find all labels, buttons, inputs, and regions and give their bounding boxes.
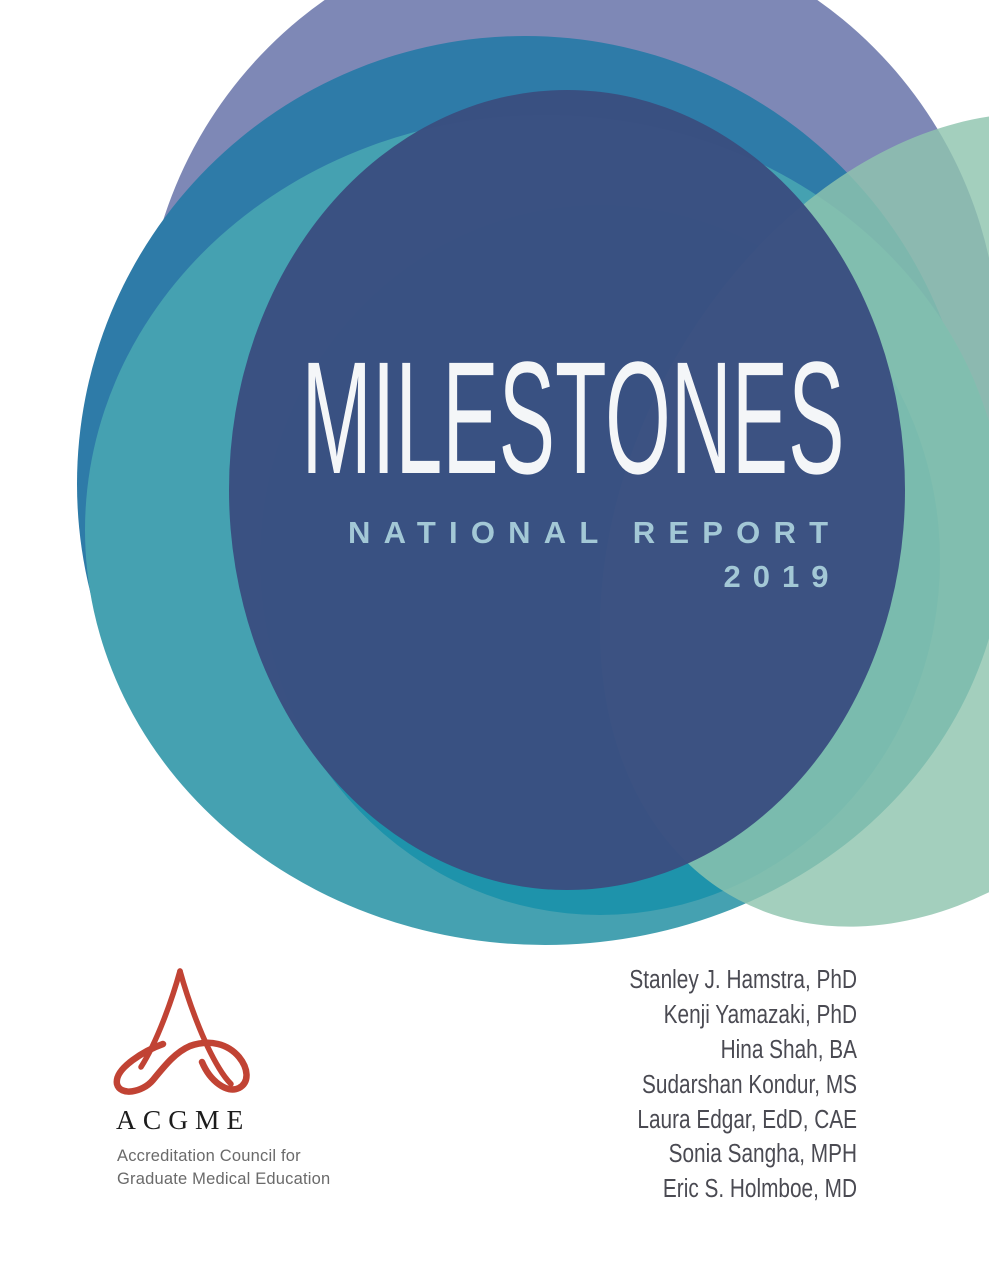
report-title: MILESTONES [302,328,845,507]
author-line: Laura Edgar, EdD, CAE [637,1105,857,1134]
acgme-tagline-line1: Accreditation Council for [117,1147,301,1165]
acgme-a-ribbon-icon [113,968,250,1095]
navy-circle [229,90,905,890]
report-subtitle: NATIONAL REPORT [348,515,828,550]
author-line: Stanley J. Hamstra, PhD [629,965,857,994]
logo-left-leg [138,968,183,1070]
acgme-tagline-line2: Graduate Medical Education [117,1170,330,1188]
acgme-acronym: ACGME [116,1104,250,1135]
author-list: Stanley J. Hamstra, PhD Kenji Yamazaki, … [629,965,857,1203]
logo-swash [113,1039,250,1095]
author-line: Hina Shah, BA [721,1035,858,1064]
author-line: Kenji Yamazaki, PhD [664,1000,857,1029]
author-line: Eric S. Holmboe, MD [663,1174,857,1203]
author-line: Sudarshan Kondur, MS [642,1070,857,1099]
author-line: Sonia Sangha, MPH [669,1139,857,1168]
logo-right-leg [177,968,234,1087]
acgme-logo: ACGME Accreditation Council for Graduate… [113,968,330,1188]
